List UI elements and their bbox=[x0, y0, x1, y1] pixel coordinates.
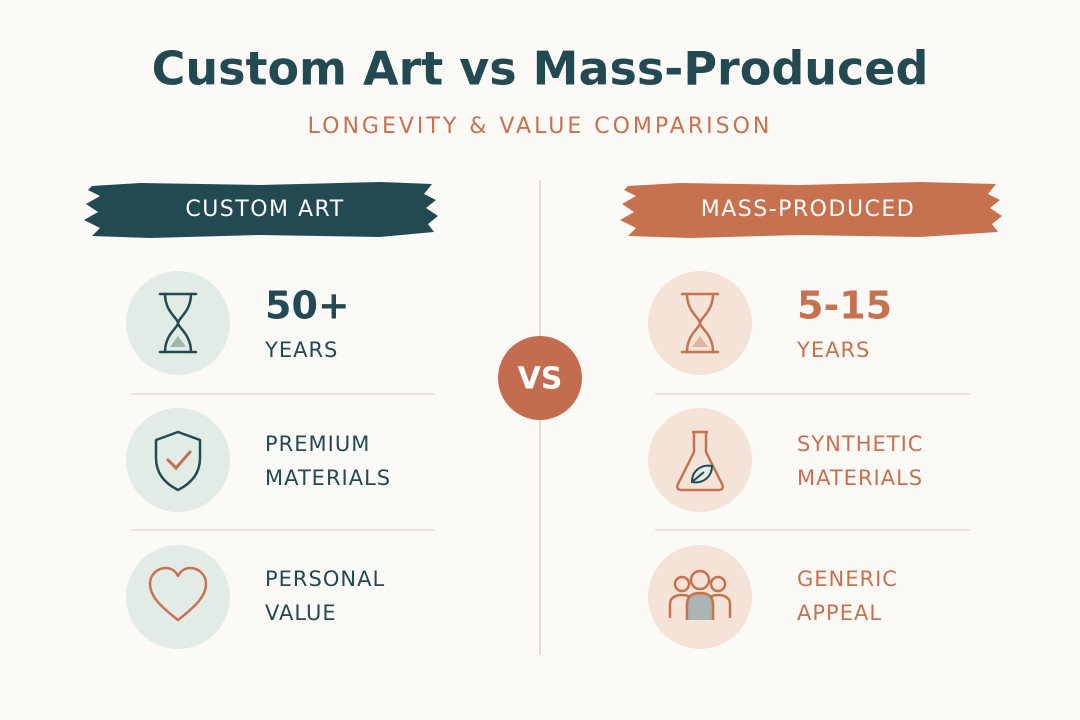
people-icon bbox=[668, 569, 732, 620]
hourglass-icon bbox=[680, 292, 720, 354]
hourglass-icon bbox=[158, 292, 198, 354]
item-label: PREMIUM bbox=[265, 432, 370, 456]
column-header: MASS-PRODUCED bbox=[701, 197, 916, 222]
item-label: SYNTHETIC bbox=[797, 432, 923, 456]
vs-badge bbox=[498, 336, 582, 420]
shield-icon bbox=[154, 430, 202, 492]
item-label: VALUE bbox=[265, 601, 337, 625]
icon-circle bbox=[648, 408, 752, 512]
header-brush bbox=[620, 182, 1002, 238]
item-label: MATERIALS bbox=[797, 466, 923, 490]
leaf-icon bbox=[690, 464, 714, 484]
item-label: APPEAL bbox=[797, 601, 882, 625]
item-label: PERSONAL bbox=[265, 567, 385, 591]
stat-label: YEARS bbox=[796, 338, 870, 362]
vs-label: VS bbox=[518, 362, 563, 397]
check-icon bbox=[166, 450, 192, 471]
item-label: MATERIALS bbox=[265, 466, 391, 490]
column-header: CUSTOM ART bbox=[185, 197, 344, 222]
item-label: GENERIC bbox=[797, 567, 898, 591]
stat-value: 50+ bbox=[265, 284, 350, 328]
header-brush bbox=[84, 182, 438, 238]
stat-label: YEARS bbox=[264, 338, 338, 362]
heart-icon bbox=[148, 566, 208, 622]
stat-value: 5-15 bbox=[797, 284, 892, 328]
flask-icon bbox=[675, 430, 725, 492]
icon-circle bbox=[126, 545, 230, 649]
icon-circle bbox=[126, 408, 230, 512]
title: Custom Art vs Mass-Produced bbox=[152, 42, 929, 96]
subtitle: LONGEVITY & VALUE COMPARISON bbox=[308, 114, 773, 139]
